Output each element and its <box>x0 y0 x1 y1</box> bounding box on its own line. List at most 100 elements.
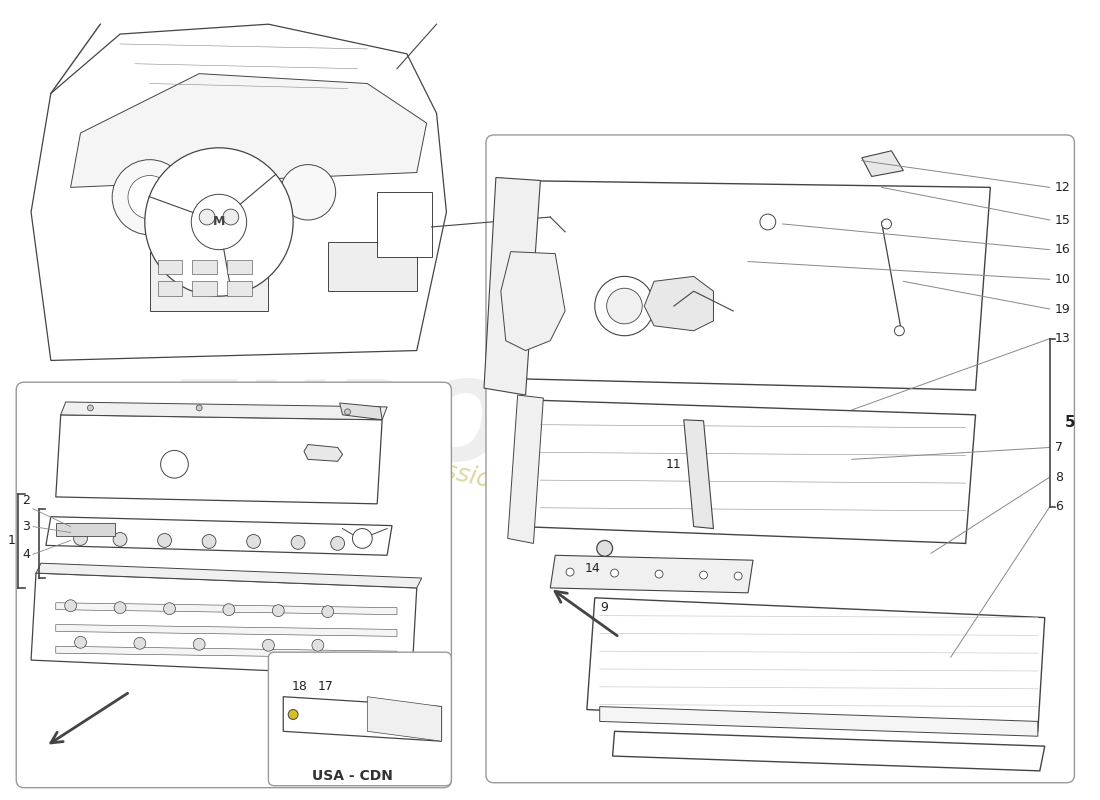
Text: 4: 4 <box>22 548 30 561</box>
Circle shape <box>199 209 214 225</box>
Text: 10: 10 <box>1055 273 1070 286</box>
Polygon shape <box>304 445 342 462</box>
Circle shape <box>75 636 87 648</box>
Polygon shape <box>500 252 565 350</box>
Polygon shape <box>31 573 417 677</box>
Bar <box>157 259 183 274</box>
Circle shape <box>223 209 239 225</box>
Text: 8: 8 <box>1055 470 1063 484</box>
Circle shape <box>273 605 284 617</box>
Circle shape <box>161 450 188 478</box>
Polygon shape <box>496 181 990 390</box>
Text: 2: 2 <box>22 494 30 507</box>
Bar <box>227 259 252 274</box>
Polygon shape <box>367 697 441 741</box>
Circle shape <box>223 604 234 615</box>
Polygon shape <box>56 646 397 658</box>
Text: 9: 9 <box>601 601 608 614</box>
Text: 6: 6 <box>1055 500 1063 514</box>
Polygon shape <box>684 420 714 529</box>
Polygon shape <box>56 415 382 504</box>
Text: 3: 3 <box>22 520 30 533</box>
Polygon shape <box>36 563 421 588</box>
Bar <box>377 192 431 257</box>
Polygon shape <box>340 403 382 420</box>
Circle shape <box>656 570 663 578</box>
Circle shape <box>280 165 336 220</box>
Circle shape <box>734 572 742 580</box>
Circle shape <box>134 638 146 650</box>
Circle shape <box>164 602 175 614</box>
Polygon shape <box>46 517 392 555</box>
Circle shape <box>114 602 126 614</box>
Bar <box>227 282 252 296</box>
Text: 17: 17 <box>318 680 333 694</box>
Circle shape <box>112 160 187 235</box>
Circle shape <box>595 276 654 336</box>
FancyBboxPatch shape <box>486 135 1075 782</box>
Circle shape <box>145 148 293 296</box>
Polygon shape <box>56 602 397 614</box>
Text: 12: 12 <box>1055 181 1070 194</box>
Circle shape <box>344 409 351 415</box>
Circle shape <box>65 600 77 612</box>
Text: 11: 11 <box>666 458 682 470</box>
Circle shape <box>194 638 205 650</box>
Circle shape <box>894 326 904 336</box>
Polygon shape <box>56 625 397 636</box>
Text: M: M <box>212 215 226 229</box>
Circle shape <box>191 194 246 250</box>
Text: 14: 14 <box>585 562 601 574</box>
Circle shape <box>263 639 274 651</box>
Text: 1: 1 <box>8 534 15 547</box>
Text: 15: 15 <box>1055 214 1070 226</box>
Polygon shape <box>31 24 447 361</box>
Circle shape <box>157 534 172 547</box>
Circle shape <box>74 531 87 546</box>
FancyBboxPatch shape <box>268 652 451 786</box>
Text: USA - CDN: USA - CDN <box>312 769 393 783</box>
Circle shape <box>760 214 775 230</box>
Polygon shape <box>613 731 1045 771</box>
Circle shape <box>331 537 344 550</box>
Text: 16: 16 <box>1055 243 1070 256</box>
Circle shape <box>606 288 642 324</box>
Polygon shape <box>508 395 543 543</box>
Circle shape <box>881 219 891 229</box>
Circle shape <box>610 569 618 577</box>
Circle shape <box>292 535 305 550</box>
Circle shape <box>312 639 323 651</box>
Circle shape <box>597 541 613 556</box>
Bar <box>150 252 268 311</box>
Bar <box>328 242 417 291</box>
Polygon shape <box>550 555 754 593</box>
Polygon shape <box>70 74 427 187</box>
Circle shape <box>322 606 333 618</box>
Polygon shape <box>520 400 976 543</box>
Text: 7: 7 <box>1055 441 1063 454</box>
Circle shape <box>566 568 574 576</box>
Polygon shape <box>861 150 903 177</box>
Bar <box>56 522 116 537</box>
Circle shape <box>246 534 261 548</box>
Circle shape <box>288 710 298 719</box>
Polygon shape <box>587 598 1045 731</box>
Circle shape <box>202 534 216 548</box>
Bar <box>192 282 217 296</box>
Bar <box>192 259 217 274</box>
Text: 18: 18 <box>293 680 308 694</box>
Bar <box>157 282 183 296</box>
Text: a passion for parts since 1985: a passion for parts since 1985 <box>388 448 762 550</box>
Circle shape <box>700 571 707 579</box>
Text: 5: 5 <box>1065 415 1075 430</box>
Polygon shape <box>283 697 441 741</box>
Circle shape <box>113 533 127 546</box>
Circle shape <box>87 405 94 411</box>
Polygon shape <box>484 178 540 395</box>
Circle shape <box>128 175 172 219</box>
Polygon shape <box>600 706 1037 736</box>
Polygon shape <box>645 276 714 330</box>
Text: 19: 19 <box>1055 302 1070 315</box>
Circle shape <box>196 405 202 411</box>
Polygon shape <box>60 402 387 420</box>
